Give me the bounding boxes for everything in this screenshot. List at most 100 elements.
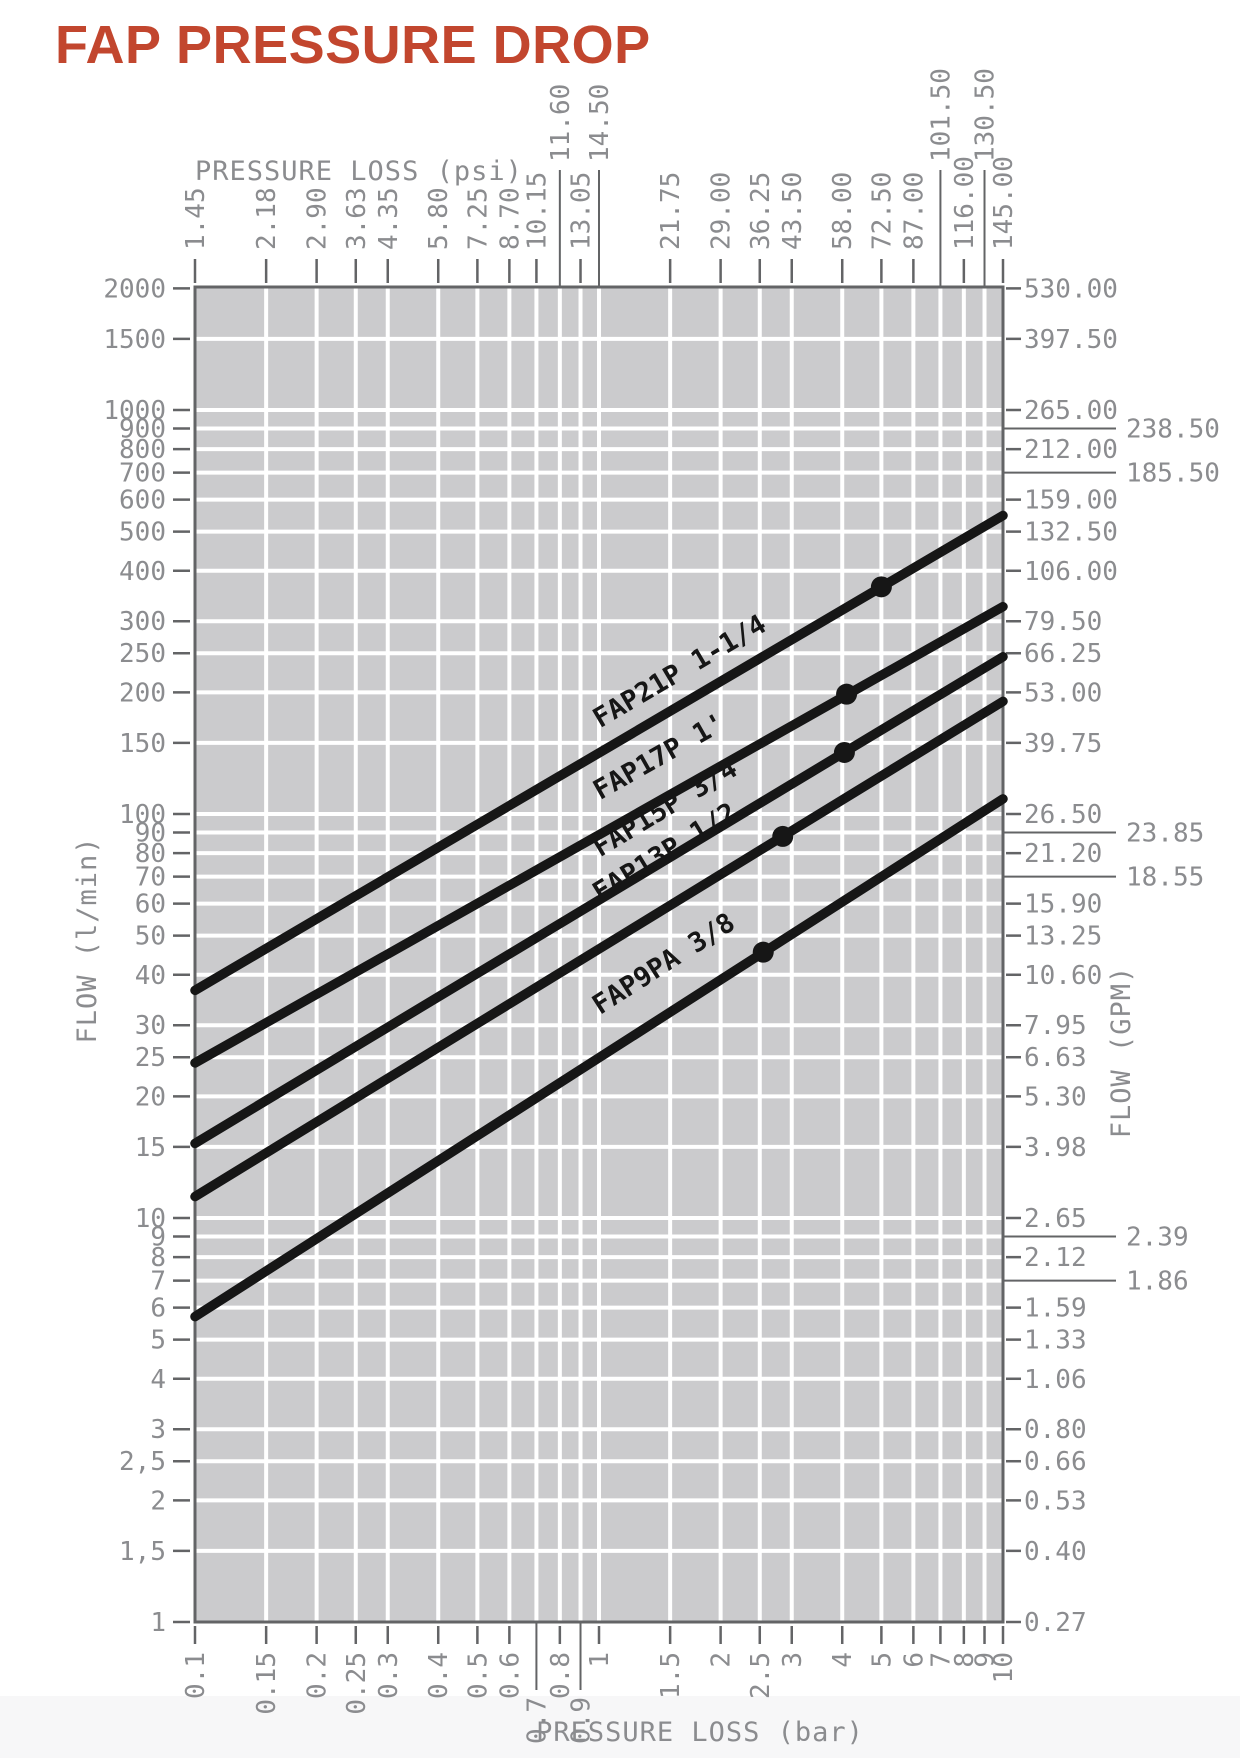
tick-label: 66.25 [1024,639,1102,669]
tick-label: 159.00 [1024,486,1118,516]
tick-label: 5.30 [1024,1082,1087,1112]
footer-strip [0,1696,1240,1758]
tick-label: 3 [150,1415,166,1445]
tick-label: 7 [150,1267,166,1297]
tick-label: 5.80 [424,187,454,250]
tick-label: 1000 [103,396,166,426]
series-line [190,601,1008,1068]
series-marker [836,683,858,705]
series-line [190,652,1008,1149]
tick-label: 0.80 [1024,1415,1087,1445]
tick-label: 1.86 [1126,1267,1189,1297]
tick-label: 0.6 [495,1652,525,1699]
tick-label: 43.50 [778,172,808,250]
series-marker [752,941,774,963]
tick-label: 8 [150,1243,166,1273]
tick-label: 21.20 [1024,839,1102,869]
tick-label: 130.50 [971,68,1001,162]
chart-root: 2000150010009008007006005004003002502001… [0,68,1240,1758]
tick-label: 397.50 [1024,325,1118,355]
tick-label: 2.18 [252,187,282,250]
tick-label: 0.15 [252,1652,282,1715]
tick-label: 600 [119,486,166,516]
tick-label: 1.06 [1024,1365,1087,1395]
tick-label: 21.75 [656,172,686,250]
y-axis-left: 2000150010009008007006005004003002502001… [103,274,190,1638]
tick-label: 6 [150,1294,166,1324]
tick-label: 0.7 [522,1697,552,1744]
y-axis-right: 530.00 397.50 265.00 238.50 212.00 185.50 159.… [1003,274,1220,1638]
tick-label: 30 [135,1011,166,1041]
tick-label: 1.5 [656,1652,686,1699]
series-line [190,794,1008,1322]
tick-label: 14.50 [585,84,615,162]
left-axis-title: FLOW (l/min) [72,836,103,1043]
tick-label: 29.00 [707,172,737,250]
tick-label: 1 [585,1652,615,1668]
tick-label: 4 [150,1365,166,1395]
tick-label: 1.45 [181,187,211,250]
tick-label: 3 [778,1652,808,1668]
tick-label: 15.90 [1024,890,1102,920]
tick-label: 0.1 [181,1652,211,1699]
tick-label: 11.60 [546,84,576,162]
tick-label: 1.33 [1024,1326,1087,1356]
right-axis-title: FLOW (GPM) [1106,966,1137,1139]
tick-label: 0.2 [303,1652,333,1699]
tick-label: 50 [135,922,166,952]
tick-label: 8 [950,1652,980,1668]
tick-label: 2 [150,1486,166,1516]
tick-label: 100 [119,800,166,830]
series-line [190,510,1008,996]
tick-label: 0.53 [1024,1486,1087,1516]
tick-label: 530.00 [1024,274,1118,304]
tick-label: 9 [150,1222,166,1252]
series-marker [772,825,794,847]
tick-label: 1500 [103,325,166,355]
tick-label: 3.63 [342,187,372,250]
tick-label: 9 [971,1652,1001,1668]
tick-label: 500 [119,518,166,548]
tick-label: 13.05 [567,172,597,250]
tick-label: 2.5 [746,1652,776,1699]
tick-label: 2.39 [1126,1222,1189,1252]
tick-label: 250 [119,639,166,669]
tick-label: 2.65 [1024,1204,1087,1234]
tick-label: 0.40 [1024,1537,1087,1567]
tick-label: 13.25 [1024,922,1102,952]
tick-label: 8.70 [495,187,525,250]
tick-label: 185.50 [1126,459,1220,489]
tick-label: 1,5 [119,1537,166,1567]
tick-label: 0.8 [546,1652,576,1699]
tick-label: 116.00 [950,156,980,250]
series-marker [833,741,855,763]
tick-label: 0.3 [374,1652,404,1699]
tick-label: 60 [135,890,166,920]
tick-label: 150 [119,729,166,759]
tick-label: 10 [989,1652,1019,1683]
tick-label: 7.95 [1024,1011,1087,1041]
tick-label: 6 [899,1652,929,1668]
tick-label: 200 [119,678,166,708]
tick-label: 212.00 [1024,435,1118,465]
tick-label: 87.00 [899,172,929,250]
bottom-axis-title: PRESSURE LOSS (bar) [536,1717,864,1748]
tick-label: 5 [150,1326,166,1356]
tick-label: 1 [150,1608,166,1638]
tick-label: 58.00 [828,172,858,250]
tick-label: 18.55 [1126,863,1204,893]
tick-label: 3.98 [1024,1133,1087,1163]
tick-label: 106.00 [1024,557,1118,587]
tick-label: 10 [135,1204,166,1234]
tick-label: 700 [119,459,166,489]
tick-label: 2 [707,1652,737,1668]
tick-label: 400 [119,557,166,587]
tick-label: 72.50 [867,172,897,250]
tick-label: 15 [135,1133,166,1163]
tick-label: 0.5 [463,1652,493,1699]
tick-label: 0.9 [567,1697,597,1744]
tick-label: 26.50 [1024,800,1102,830]
tick-label: 39.75 [1024,729,1102,759]
